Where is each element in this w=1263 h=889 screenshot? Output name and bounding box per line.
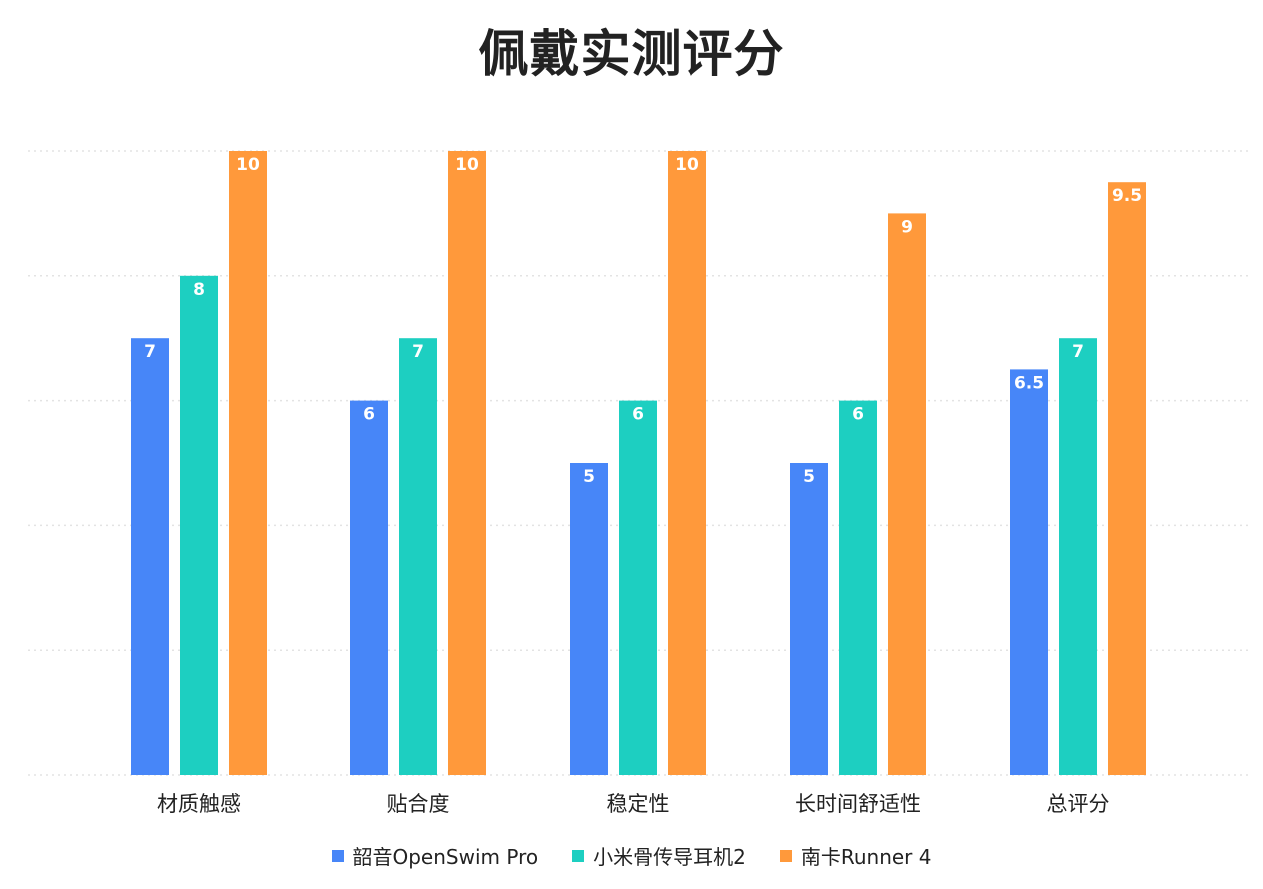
category-tick-label: 材质触感 (157, 792, 241, 816)
legend-label: 小米骨传导耳机2 (593, 845, 746, 869)
bar (399, 338, 437, 775)
bar (1010, 369, 1048, 775)
legend-item: 小米骨传导耳机2 (572, 841, 746, 870)
bar (1108, 182, 1146, 775)
bar (350, 400, 388, 775)
legend-item: 南卡Runner 4 (779, 841, 932, 870)
category-tick-label: 稳定性 (607, 792, 670, 816)
legend-label: 韶音OpenSwim Pro (352, 845, 539, 869)
bar-value-label: 5 (803, 467, 815, 487)
legend-swatch (779, 849, 792, 862)
bar-value-label: 6.5 (1014, 373, 1044, 393)
category-tick-label: 总评分 (1047, 792, 1110, 816)
bar-value-label: 7 (1072, 342, 1084, 362)
bar-value-label: 7 (412, 342, 424, 362)
legend-swatch (331, 849, 344, 862)
chart-title: 佩戴实测评分 (478, 25, 785, 83)
bar-value-label: 6 (363, 405, 375, 425)
bar (229, 151, 267, 775)
bar (1059, 338, 1097, 775)
bar (888, 213, 926, 775)
bar-value-label: 6 (852, 405, 864, 425)
bar-value-label: 8 (193, 280, 205, 300)
category-tick-label: 贴合度 (387, 792, 450, 816)
bar-value-label: 7 (144, 342, 156, 362)
bar-value-label: 5 (583, 467, 595, 487)
legend-item: 韶音OpenSwim Pro (331, 841, 539, 870)
bar (668, 151, 706, 775)
legend-label: 南卡Runner 4 (800, 845, 932, 869)
bar (839, 400, 877, 775)
bar (131, 338, 169, 775)
bar (448, 151, 486, 775)
bar-value-label: 6 (632, 405, 644, 425)
category-tick-label: 长时间舒适性 (795, 792, 921, 816)
bar (180, 275, 218, 775)
bar-value-label: 10 (236, 155, 260, 175)
bar (790, 463, 828, 775)
bar-value-label: 10 (675, 155, 699, 175)
bar-value-label: 9 (901, 217, 913, 237)
bar-value-label: 9.5 (1112, 186, 1142, 206)
legend: 韶音OpenSwim Pro 小米骨传导耳机2 南卡Runner 4 (0, 841, 1263, 870)
legend-swatch (572, 849, 585, 862)
bar-value-label: 10 (455, 155, 479, 175)
bar (570, 463, 608, 775)
bar (619, 400, 657, 775)
